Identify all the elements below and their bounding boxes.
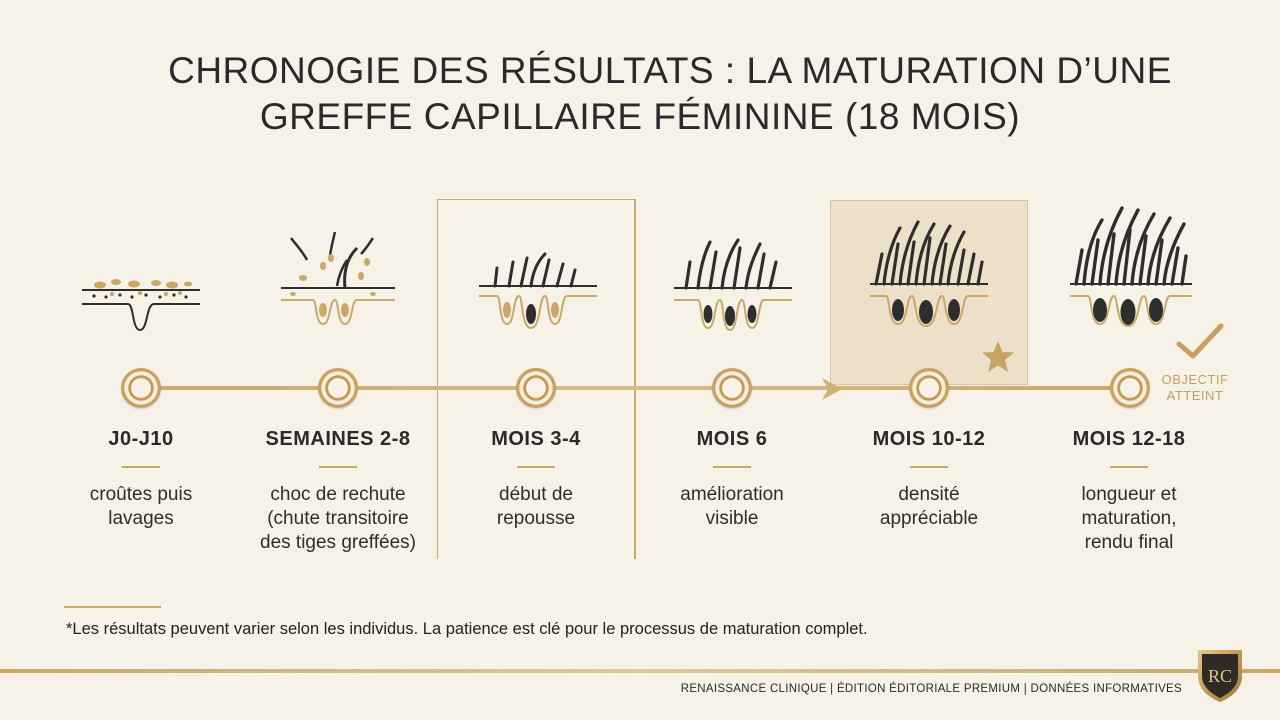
stage-3-description: début de repousse	[436, 483, 636, 531]
stage-1-description: croûtes puis lavages	[41, 483, 241, 531]
goal-line-1: OBJECTIF	[1161, 372, 1229, 387]
stage-5-label: MOIS 10-12	[872, 428, 986, 450]
timeline-node-3	[516, 368, 556, 408]
page-title-line-2: GREFFE CAPILLAIRE FÉMININE (18 MOIS)	[259, 96, 1021, 137]
stage-6-desc-line: rendu final	[1084, 532, 1174, 553]
stage-2-desc-line: des tiges greffées)	[260, 532, 416, 553]
hair-density-icon	[870, 220, 988, 328]
stage-4-desc-line: visible	[705, 508, 759, 529]
timeline-node-2	[318, 368, 358, 408]
hair-shedding-icon	[281, 231, 395, 326]
stage-5-desc-line: densité	[898, 484, 960, 505]
stage-3-frame	[437, 199, 635, 559]
timeline-node-4	[712, 368, 752, 408]
star-icon	[982, 341, 1014, 372]
hair-final-icon	[1070, 206, 1192, 328]
stage-1-desc-line: lavages	[108, 508, 174, 529]
page-title: CHRONOGIE DES RÉSULTATS : LA MATURATION …	[0, 48, 1280, 140]
bottom-divider	[0, 669, 1280, 673]
stage-2-desc-line: (chute transitoire	[267, 508, 409, 529]
crest-logo-icon: RC	[1198, 650, 1242, 702]
timeline-node-1	[121, 368, 161, 408]
stage-1-rule	[122, 466, 160, 468]
stage-4-description: amélioration visible	[632, 483, 832, 531]
timeline-node-5	[909, 368, 949, 408]
footnote: *Les résultats peuvent varier selon les …	[66, 620, 868, 638]
chevron-right-icon	[822, 378, 842, 400]
goal-line-2: ATTEINT	[1166, 388, 1224, 403]
stage-4-label: MOIS 6	[696, 428, 768, 450]
stage-1-desc-line: croûtes puis	[89, 484, 193, 505]
brand-footer: RENAISSANCE CLINIQUE | ÉDITION ÉDITORIAL…	[680, 683, 1182, 695]
stage-2-desc-line: choc de rechute	[270, 484, 406, 505]
page-title-line-1: CHRONOGIE DES RÉSULTATS : LA MATURATION …	[168, 50, 1172, 91]
stage-6-description: longueur et maturation, rendu final	[1029, 483, 1229, 555]
stage-6-desc-line: maturation,	[1081, 508, 1177, 529]
stage-3-desc-line: début de	[499, 484, 573, 505]
stage-3-rule	[517, 466, 555, 468]
stage-6-rule	[1110, 466, 1148, 468]
timeline-line	[140, 386, 1130, 390]
stage-3-frame-right	[634, 199, 636, 559]
crest-monogram: RC	[1208, 666, 1232, 686]
stage-5-desc-line: appréciable	[879, 508, 979, 529]
stage-4-rule	[713, 466, 751, 468]
scalp-crusts-icon	[82, 279, 200, 332]
hair-regrowth-icon	[479, 252, 597, 330]
hair-improvement-icon	[674, 238, 792, 332]
stage-5-description: densité appréciable	[829, 483, 1029, 531]
stage-6-label: MOIS 12-18	[1072, 428, 1186, 450]
stage-2-rule	[319, 466, 357, 468]
stage-1-label: J0-J10	[108, 428, 174, 450]
stage-4-desc-line: amélioration	[680, 484, 784, 505]
stage-6-desc-line: longueur et	[1081, 484, 1177, 505]
stage-5-rule	[910, 466, 948, 468]
stage-2-description: choc de rechute (chute transitoire des t…	[238, 483, 438, 555]
checkmark-icon	[1176, 323, 1224, 359]
stage-3-label: MOIS 3-4	[491, 428, 581, 450]
stage-3-desc-line: repousse	[496, 508, 576, 529]
stage-2-label: SEMAINES 2-8	[265, 428, 411, 450]
goal-reached-label: OBJECTIF ATTEINT	[1140, 372, 1250, 404]
footnote-rule	[64, 606, 161, 608]
timeline-node-6	[1110, 368, 1150, 408]
